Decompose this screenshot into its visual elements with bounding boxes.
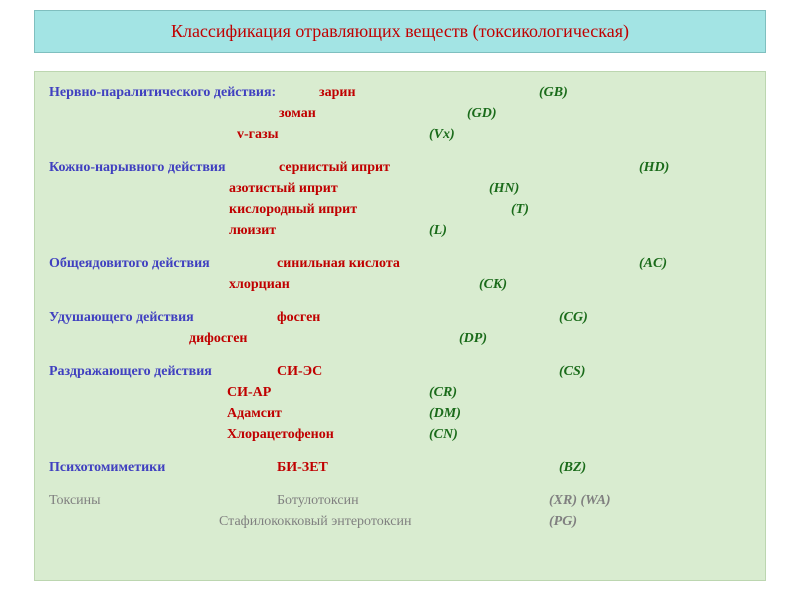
content-row: СИ-АР (CR) <box>49 382 751 403</box>
chemical-name: хлорциан <box>229 274 290 295</box>
chemical-name-plain: Стафилококковый энтеротоксин <box>219 511 411 532</box>
chemical-name: синильная кислота <box>277 253 400 274</box>
chemical-name: сернистый иприт <box>279 157 390 178</box>
chemical-name: Адамсит <box>227 403 282 424</box>
title-text: Классификация отравляющих веществ (токси… <box>171 21 629 41</box>
chemical-name: БИ-ЗЕТ <box>277 457 328 478</box>
chemical-name: люизит <box>229 220 276 241</box>
group-gap <box>49 145 751 157</box>
content-row: Токсины Ботулотоксин (XR) (WA) <box>49 490 751 511</box>
title-box: Классификация отравляющих веществ (токси… <box>34 10 766 53</box>
chemical-code: (CS) <box>559 361 585 382</box>
content-row: Общеядовитого действия синильная кислота (… <box>49 253 751 274</box>
chemical-name: v-газы <box>237 124 279 145</box>
chemical-name: кислородный иприт <box>229 199 357 220</box>
chemical-code: (CG) <box>559 307 588 328</box>
content-row: дифосген (DP) <box>49 328 751 349</box>
content-row: кислородный иприт (T) <box>49 199 751 220</box>
chemical-name: зарин <box>319 82 356 103</box>
content-row: хлорциан (CK) <box>49 274 751 295</box>
group-gap <box>49 241 751 253</box>
group-gap <box>49 478 751 490</box>
content-row: Удушающего действия фосген (CG) <box>49 307 751 328</box>
category-label: Нервно-паралитического действия: <box>49 82 276 103</box>
group-gap <box>49 349 751 361</box>
group-gap <box>49 295 751 307</box>
chemical-code: (BZ) <box>559 457 586 478</box>
chemical-code: (DP) <box>459 328 487 349</box>
chemical-code: (T) <box>511 199 529 220</box>
content-row: зоман (GD) <box>49 103 751 124</box>
content-row: Раздражающего действия СИ-ЭС (CS) <box>49 361 751 382</box>
chemical-code: (CN) <box>429 424 458 445</box>
chemical-name: Хлорацетофенон <box>227 424 334 445</box>
content-row: люизит (L) <box>49 220 751 241</box>
content-row: v-газы (Vx) <box>49 124 751 145</box>
category-label: Раздражающего действия <box>49 361 212 382</box>
category-label: Общеядовитого действия <box>49 253 210 274</box>
chemical-code: (GB) <box>539 82 568 103</box>
chemical-name: зоман <box>279 103 316 124</box>
chemical-name: СИ-АР <box>227 382 271 403</box>
chemical-name: азотистый иприт <box>229 178 338 199</box>
chemical-code: (Vx) <box>429 124 455 145</box>
content-box: Нервно-паралитического действия: зарин (GB… <box>34 71 766 581</box>
chemical-code-plain: (PG) <box>549 511 577 532</box>
chemical-name-plain: Ботулотоксин <box>277 490 359 511</box>
category-label: Удушающего действия <box>49 307 194 328</box>
group-gap <box>49 445 751 457</box>
category-label: Кожно-нарывного действия <box>49 157 226 178</box>
chemical-code: (AC) <box>639 253 667 274</box>
chemical-name: дифосген <box>189 328 248 349</box>
category-label-plain: Токсины <box>49 490 101 511</box>
content-row: Адамсит (DM) <box>49 403 751 424</box>
content-row: Нервно-паралитического действия: зарин (GB… <box>49 82 751 103</box>
chemical-code: (CR) <box>429 382 457 403</box>
chemical-code-plain: (XR) (WA) <box>549 490 611 511</box>
chemical-name: СИ-ЭС <box>277 361 322 382</box>
content-row: Стафилококковый энтеротоксин (PG) <box>49 511 751 532</box>
content-row: Хлорацетофенон (CN) <box>49 424 751 445</box>
content-row: азотистый иприт (HN) <box>49 178 751 199</box>
content-row: Кожно-нарывного действия сернистый иприт (… <box>49 157 751 178</box>
chemical-code: (GD) <box>467 103 497 124</box>
chemical-name: фосген <box>277 307 320 328</box>
slide: Классификация отравляющих веществ (токси… <box>0 10 800 610</box>
chemical-code: (DM) <box>429 403 461 424</box>
chemical-code: (L) <box>429 220 447 241</box>
chemical-code: (CK) <box>479 274 507 295</box>
category-label: Психотомиметики <box>49 457 165 478</box>
chemical-code: (HD) <box>639 157 669 178</box>
chemical-code: (HN) <box>489 178 519 199</box>
content-row: Психотомиметики БИ-ЗЕТ (BZ) <box>49 457 751 478</box>
